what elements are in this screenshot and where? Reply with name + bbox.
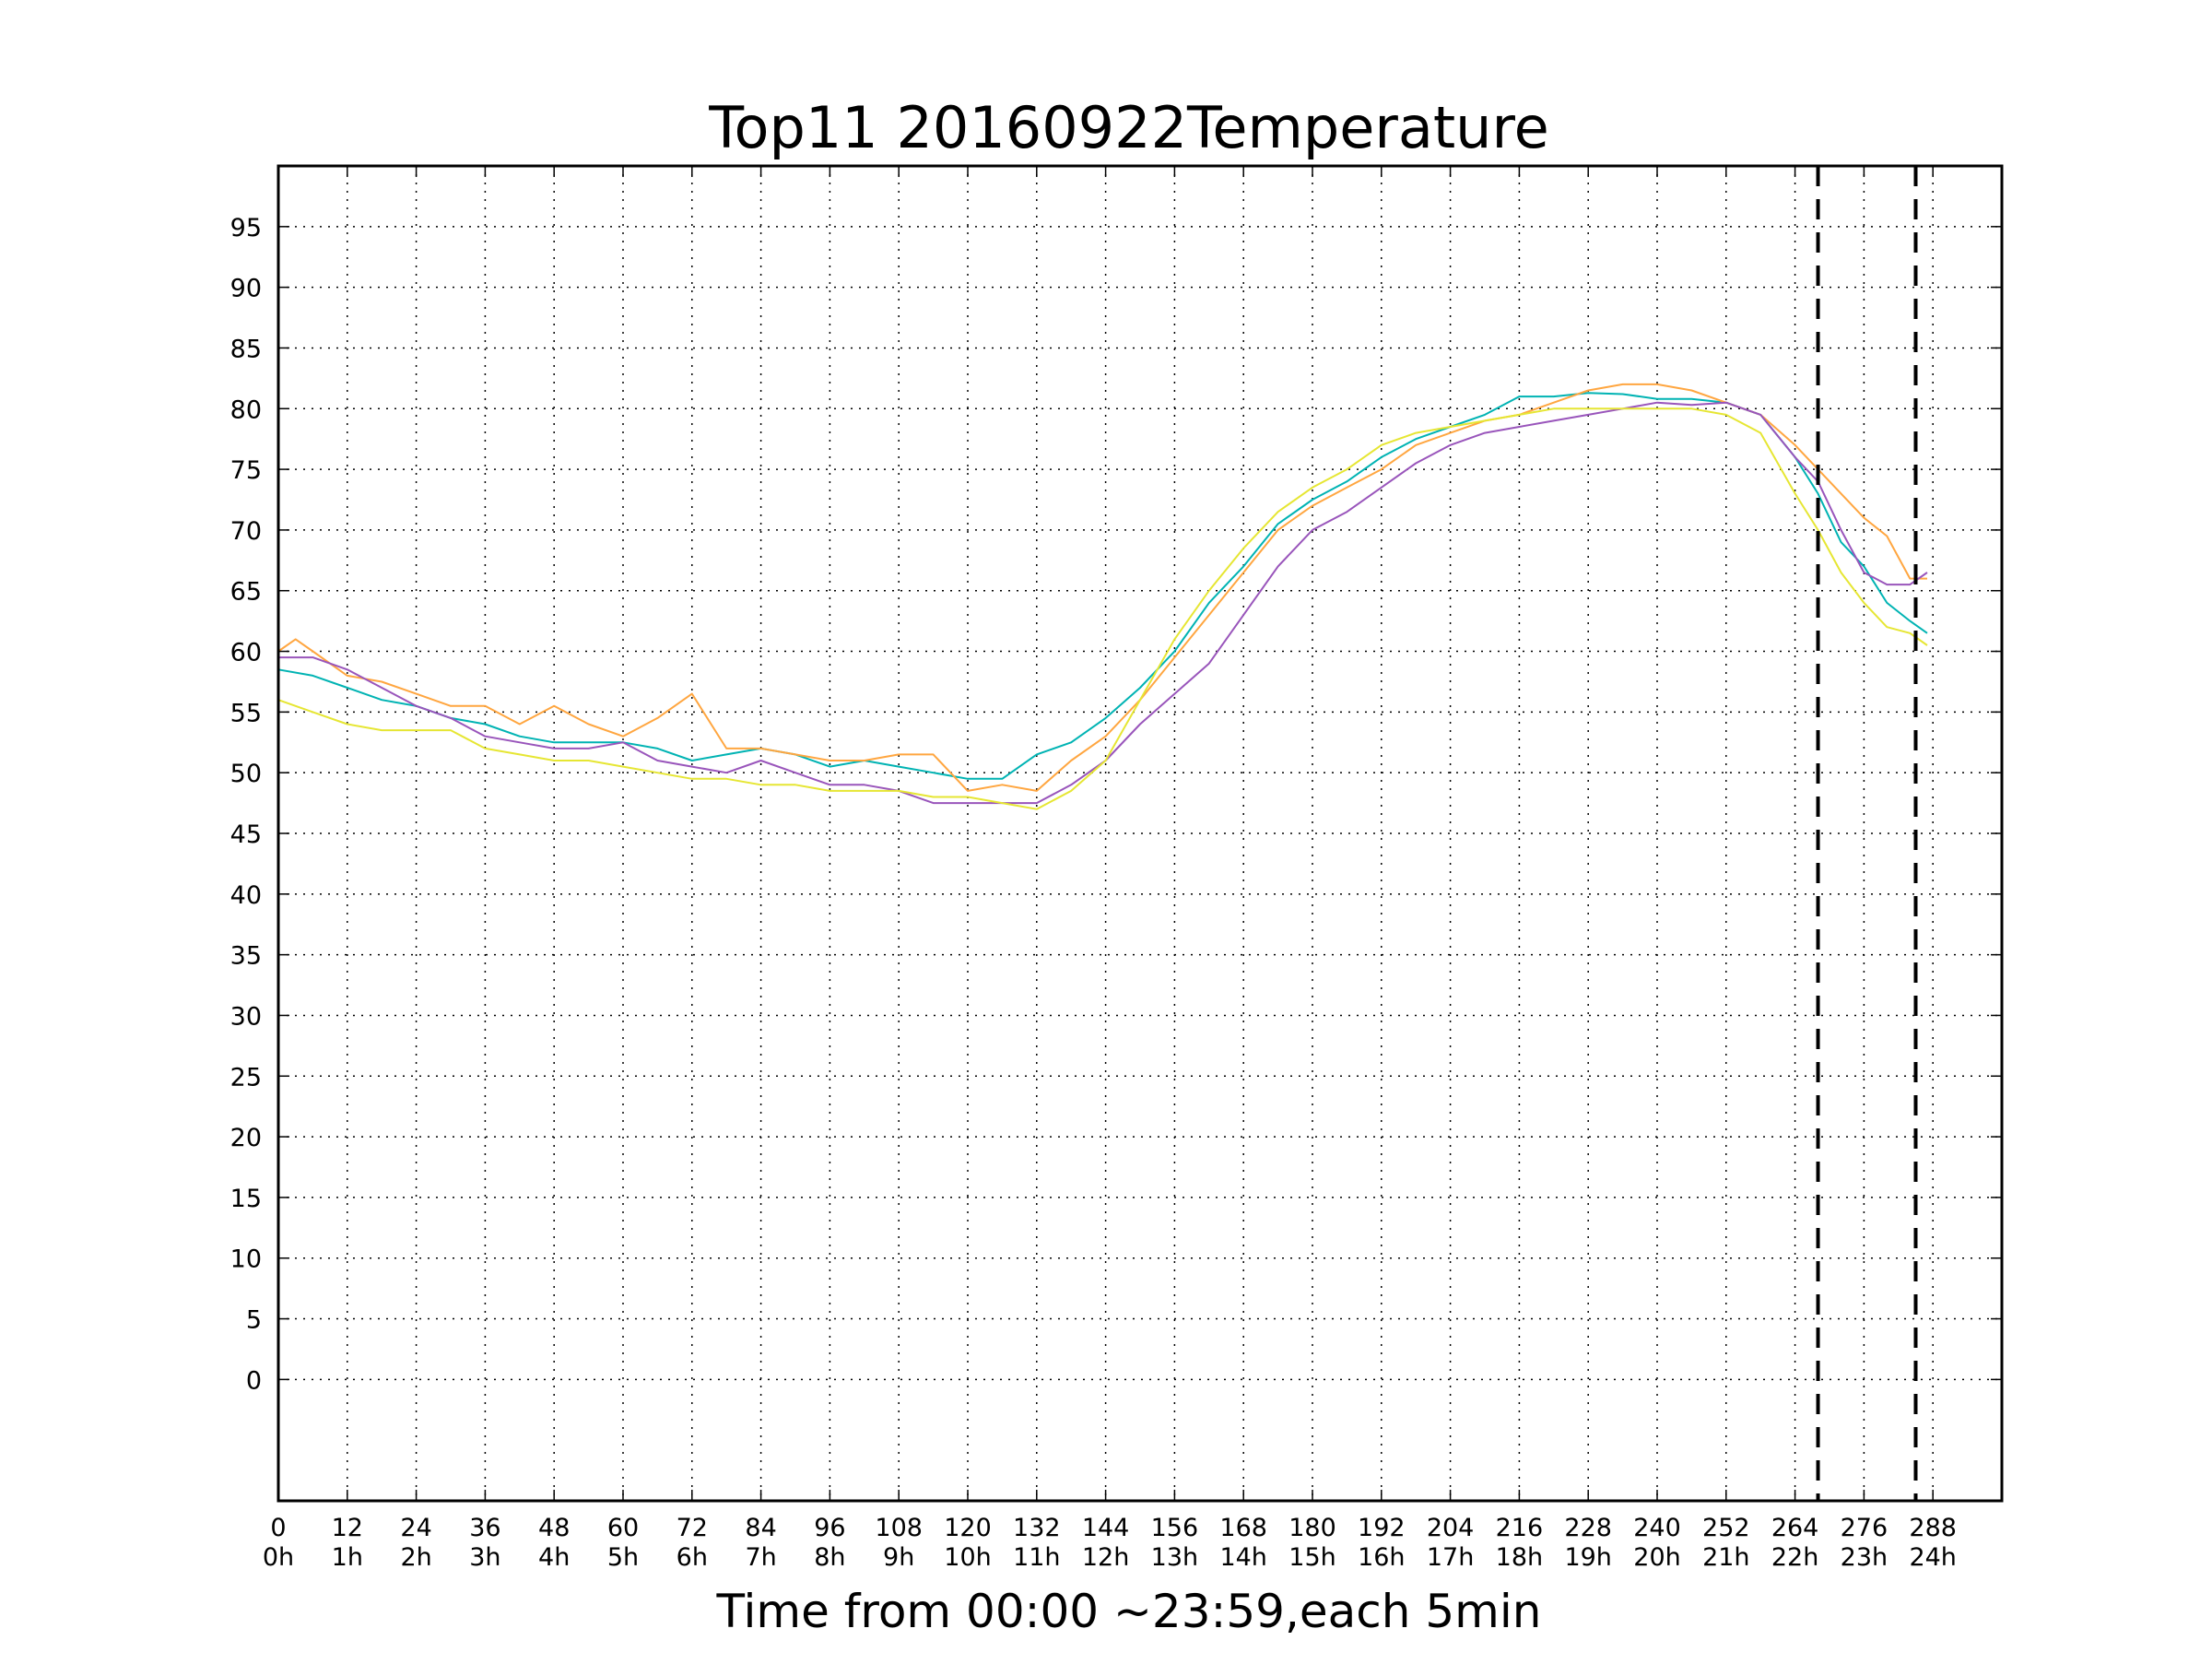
- chart-title: Top11 20160922Temperature: [708, 94, 1549, 161]
- x-tick-label: 132: [1013, 1514, 1061, 1542]
- x-tick-label: 12: [332, 1514, 363, 1542]
- y-tick-label: 90: [230, 275, 262, 303]
- x-tick-label: 252: [1702, 1514, 1750, 1542]
- y-tick-label: 5: [246, 1306, 262, 1335]
- x-tick-label: 144: [1082, 1514, 1130, 1542]
- x-tick-label: 168: [1219, 1514, 1267, 1542]
- x-tick-label: 156: [1151, 1514, 1199, 1542]
- x-tick-hour-label: 9h: [883, 1543, 914, 1572]
- x-tick-hour-label: 16h: [1358, 1543, 1405, 1572]
- x-tick-label: 60: [607, 1514, 639, 1542]
- x-tick-label: 276: [1841, 1514, 1888, 1542]
- series-line-2: [277, 383, 1927, 792]
- x-tick-hour-label: 22h: [1771, 1543, 1818, 1572]
- y-tick-label: 15: [230, 1185, 262, 1213]
- x-tick-hour-label: 15h: [1288, 1543, 1335, 1572]
- x-tick-label: 96: [814, 1514, 845, 1542]
- series-line-4: [277, 407, 1928, 810]
- x-axis-label: Time from 00:00 ~23:59,each 5min: [716, 1585, 1542, 1638]
- y-tick-label: 0: [246, 1366, 262, 1395]
- x-tick-hour-label: 2h: [400, 1543, 431, 1572]
- x-tick-label: 216: [1496, 1514, 1544, 1542]
- x-tick-hour-label: 19h: [1564, 1543, 1611, 1572]
- series-lines: [277, 383, 1928, 810]
- x-tick-label: 204: [1427, 1514, 1475, 1542]
- y-tick-label: 85: [230, 335, 262, 363]
- x-tick-label: 0: [270, 1514, 286, 1542]
- x-tick-label: 240: [1633, 1514, 1681, 1542]
- x-tick-hour-label: 17h: [1427, 1543, 1474, 1572]
- x-tick-hour-label: 3h: [469, 1543, 500, 1572]
- y-tick-label: 10: [230, 1245, 262, 1274]
- x-tick-label: 108: [875, 1514, 923, 1542]
- x-tick-label: 84: [745, 1514, 776, 1542]
- x-tick-hour-label: 24h: [1909, 1543, 1956, 1572]
- x-tick-label: 192: [1358, 1514, 1406, 1542]
- y-tick-label: 30: [230, 1002, 262, 1031]
- x-tick-hour-label: 11h: [1013, 1543, 1060, 1572]
- y-tick-label: 20: [230, 1124, 262, 1152]
- x-tick-hour-label: 5h: [607, 1543, 639, 1572]
- y-tick-label: 35: [230, 942, 262, 971]
- x-tick-label: 36: [469, 1514, 500, 1542]
- x-tick-hour-label: 10h: [944, 1543, 991, 1572]
- x-tick-hour-label: 1h: [332, 1543, 363, 1572]
- x-tick-hour-label: 20h: [1633, 1543, 1680, 1572]
- x-tick-hour-label: 14h: [1219, 1543, 1266, 1572]
- x-tick-hour-label: 8h: [814, 1543, 845, 1572]
- series-line-3: [278, 401, 1928, 805]
- x-tick-label: 48: [538, 1514, 570, 1542]
- x-tick-hour-label: 7h: [745, 1543, 776, 1572]
- y-tick-label: 75: [230, 456, 262, 485]
- x-tick-hour-label: 23h: [1841, 1543, 1888, 1572]
- y-tick-label: 80: [230, 395, 262, 424]
- y-tick-label: 95: [230, 214, 262, 242]
- x-tick-label: 264: [1771, 1514, 1819, 1542]
- x-tick-hour-label: 4h: [538, 1543, 570, 1572]
- x-tick-hour-label: 13h: [1151, 1543, 1198, 1572]
- x-tick-label: 120: [944, 1514, 992, 1542]
- y-tick-label: 60: [230, 639, 262, 667]
- x-tick-hour-label: 12h: [1082, 1543, 1129, 1572]
- grid-lines: [277, 166, 2002, 1501]
- y-tick-label: 65: [230, 578, 262, 607]
- y-tick-label: 55: [230, 699, 262, 727]
- y-tick-label: 40: [230, 881, 262, 910]
- y-tick-label: 50: [230, 760, 262, 788]
- x-tick-label: 24: [400, 1514, 431, 1542]
- y-axis-ticks: 0 5 10 15 20 25 30 35 40 45 50 55 60 65 70 75 80 85 90 95: [230, 214, 2002, 1395]
- series-line-1: [277, 392, 1928, 780]
- x-tick-label: 180: [1288, 1514, 1336, 1542]
- y-tick-label: 70: [230, 517, 262, 546]
- x-tick-hour-label: 21h: [1702, 1543, 1749, 1572]
- x-tick-label: 228: [1564, 1514, 1612, 1542]
- y-tick-label: 25: [230, 1063, 262, 1092]
- y-tick-label: 45: [230, 820, 262, 849]
- x-tick-hour-label: 6h: [677, 1543, 708, 1572]
- x-tick-hour-label: 18h: [1496, 1543, 1543, 1572]
- x-tick-label: 72: [677, 1514, 708, 1542]
- x-tick-label: 288: [1909, 1514, 1957, 1542]
- x-tick-hour-label: 0h: [263, 1543, 294, 1572]
- vertical-markers: [1816, 166, 1918, 1501]
